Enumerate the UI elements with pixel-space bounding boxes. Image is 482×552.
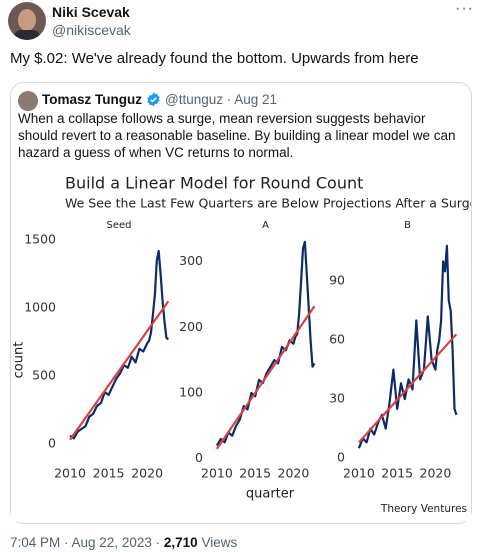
x-tick-label: 2020	[420, 466, 452, 481]
y-tick-label: 0	[48, 435, 56, 450]
x-axis-label: quarter	[246, 487, 295, 502]
quote-avatar	[18, 91, 38, 111]
y-tick-label: 1500	[24, 232, 56, 247]
x-tick-label: 2015	[239, 466, 271, 481]
panel-title: Seed	[107, 220, 132, 231]
more-button[interactable]: ···	[455, 0, 474, 17]
y-tick-label: 1000	[24, 300, 56, 315]
chart-subtitle: We See the Last Few Quarters are Below P…	[65, 196, 471, 211]
x-tick-label: 2020	[278, 466, 310, 481]
panel-title: A	[262, 220, 269, 231]
author-handle[interactable]: @nikiscevak	[52, 22, 131, 38]
quote-text: When a collapse follows a surge, mean re…	[18, 111, 456, 160]
x-tick-label: 2010	[343, 466, 375, 481]
quote-author-name: Tomasz Tunguz	[42, 92, 142, 107]
view-count: 2,710	[163, 535, 198, 550]
author-avatar[interactable]	[8, 2, 46, 40]
x-tick-label: 2020	[131, 466, 163, 481]
quote-tweet[interactable]: Tomasz Tunguz @ttunguz · Aug 21 When a c…	[10, 82, 472, 524]
fit-line	[69, 300, 170, 441]
x-tick-label: 2015	[93, 466, 125, 481]
fit-line	[358, 333, 458, 444]
chart-title: Build a Linear Model for Round Count	[65, 174, 363, 193]
y-axis-label: count	[12, 342, 27, 379]
y-tick-label: 90	[329, 273, 345, 288]
verified-badge	[147, 92, 160, 107]
chart-credit: Theory Ventures	[380, 503, 467, 515]
timestamp: 7:04 PM · Aug 22, 2023 ·	[10, 535, 161, 550]
fit-line	[215, 305, 316, 450]
y-tick-label: 200	[179, 319, 203, 334]
views-label: Views	[201, 535, 238, 550]
chart-image: Build a Linear Model for Round Count We …	[11, 163, 471, 521]
quote-handle-date: @ttunguz · Aug 21	[165, 92, 278, 107]
y-tick-label: 60	[329, 332, 345, 347]
x-tick-label: 2010	[201, 466, 233, 481]
y-tick-label: 30	[329, 391, 345, 406]
data-line	[69, 249, 170, 440]
y-tick-label: 300	[179, 253, 203, 268]
tweet-footer: 7:04 PM · Aug 22, 2023 · 2,710 Views	[10, 535, 237, 550]
x-tick-label: 2010	[54, 466, 86, 481]
panel-title: B	[404, 220, 411, 231]
author-name[interactable]: Niki Scevak	[52, 4, 130, 20]
y-tick-label: 100	[179, 385, 203, 400]
x-tick-label: 2015	[381, 466, 413, 481]
y-tick-label: 0	[337, 450, 345, 465]
y-tick-label: 500	[32, 367, 56, 382]
tweet-text: My $.02: We've already found the bottom.…	[10, 50, 419, 67]
y-tick-label: 0	[195, 450, 203, 465]
chart-background	[11, 163, 471, 521]
